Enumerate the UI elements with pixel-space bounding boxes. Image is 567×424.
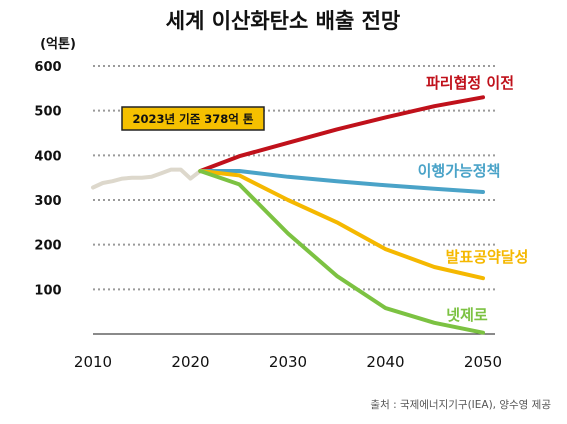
series-line-1 [198, 95, 485, 173]
y-tick-label: 100 [34, 283, 61, 298]
y-tick-label: 500 [34, 105, 61, 120]
y-tick-label: 200 [34, 239, 61, 254]
annotation-text: 2023년 기준 378억 톤 [133, 112, 254, 126]
series-lines [91, 95, 485, 335]
series-label: 파리협정 이전 [426, 74, 514, 92]
series-line-3 [198, 169, 485, 281]
y-axis-label: (억톤) [40, 37, 76, 52]
chart-title: 세계 이산화탄소 배출 전망 [166, 9, 400, 33]
source-note: 출처 : 국제에너지기구(IEA), 양수영 제공 [370, 399, 551, 411]
x-tick-label: 2020 [171, 353, 209, 371]
y-tick-label: 400 [34, 149, 61, 164]
series-line-2 [198, 169, 485, 194]
x-tick-labels: 2010 2020 2030 2040 2050 [74, 353, 502, 371]
x-tick-label: 2010 [74, 353, 112, 371]
series-label: 발표공약달성 [446, 248, 529, 266]
series-line-4 [198, 169, 485, 335]
series-label: 이행가능정책 [418, 162, 501, 180]
annotation-box: 2023년 기준 378억 톤 [121, 106, 265, 131]
x-tick-label: 2040 [366, 353, 404, 371]
x-tick-label: 2030 [269, 353, 307, 371]
y-tick-labels: 100 200 300 400 500 600 [34, 60, 61, 298]
y-tick-label: 600 [34, 60, 61, 75]
series-label: 넷제로 [446, 306, 488, 324]
y-tick-label: 300 [34, 194, 61, 209]
x-tick-label: 2050 [464, 353, 502, 371]
annotation-background [121, 106, 265, 131]
historical-series-line [91, 167, 203, 190]
